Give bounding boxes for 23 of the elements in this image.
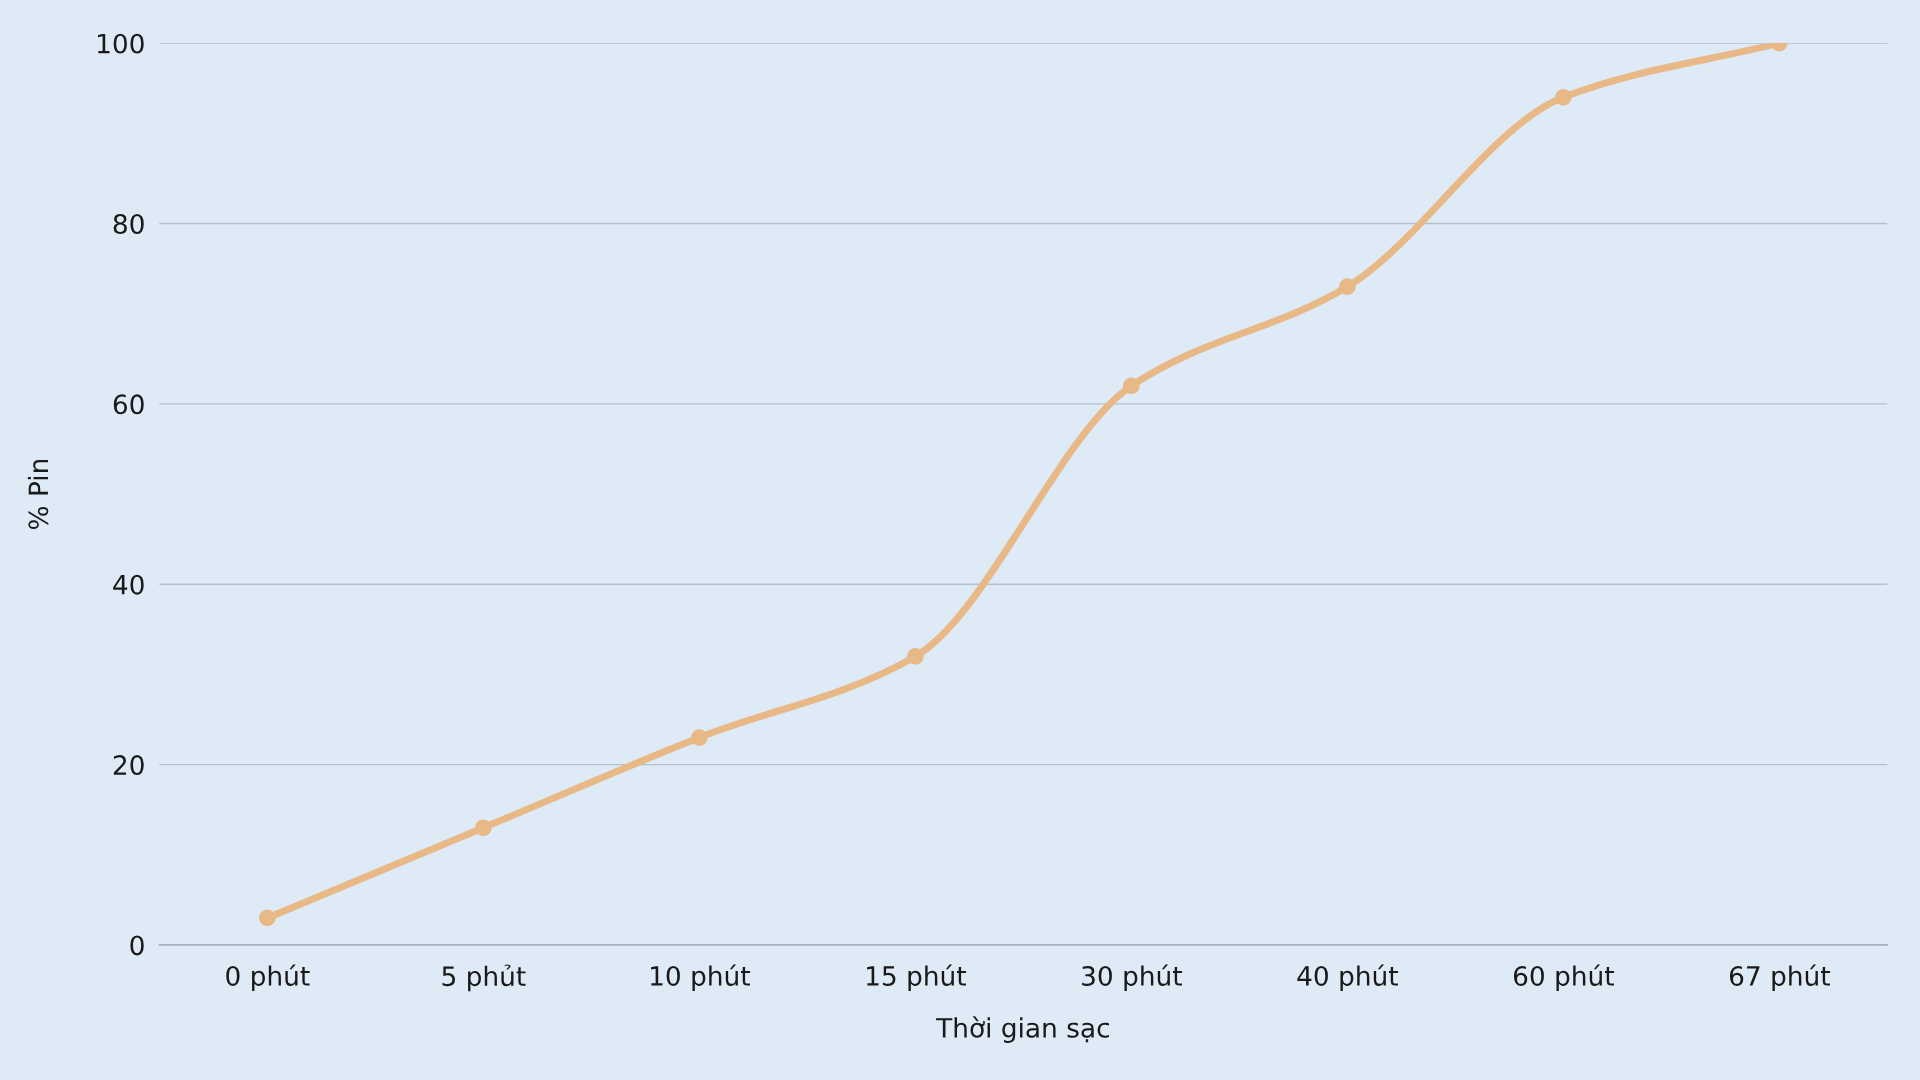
point	[1555, 88, 1572, 106]
y-tick-label: 100	[98, 33, 144, 54]
point	[691, 729, 708, 746]
x-axis-title: Thời gian sạc	[936, 1016, 1109, 1043]
y-tick-label: 20	[113, 755, 144, 776]
y-axis-title: % Pin	[27, 459, 49, 530]
y-tick-label: 0	[130, 935, 144, 956]
x-tick-label: 30 phút	[1082, 964, 1182, 992]
x-tick-label: 0 phút	[226, 964, 310, 992]
y-tick-label: 80	[113, 214, 144, 234]
x-tick-label: 60 phút	[1513, 964, 1614, 992]
x-tick-label: 15 phút	[867, 964, 966, 992]
point	[907, 648, 924, 665]
y-tick-label: 40	[113, 574, 144, 595]
point	[1339, 278, 1356, 296]
y-tick-label: 60	[113, 394, 144, 415]
x-tick-label: 10 phút	[651, 964, 750, 992]
point	[475, 819, 492, 837]
point	[259, 909, 276, 927]
point	[1123, 377, 1140, 395]
x-tick-label: 40 phút	[1297, 964, 1398, 992]
x-tick-label: 67 phút	[1729, 964, 1830, 992]
x-tick-label: 5 phủt	[442, 964, 526, 992]
